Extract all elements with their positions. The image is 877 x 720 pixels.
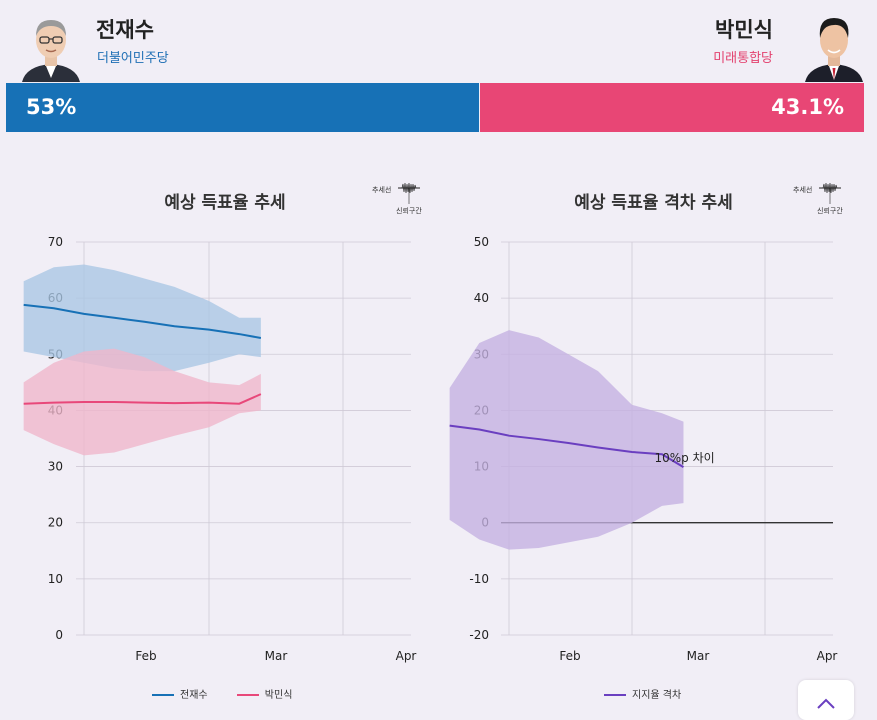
y-tick-label: 20 bbox=[48, 516, 63, 530]
candidate-right-party: 미래통합당 bbox=[713, 51, 773, 66]
candidate-right-photo bbox=[805, 18, 863, 82]
legend-swatch bbox=[604, 694, 626, 696]
vote-gap-trend-panel: -20-1001020304050FebMarApr10%p 차이 예상 득표율… bbox=[436, 170, 866, 711]
legend-item: 전재수 bbox=[152, 686, 208, 701]
series-line bbox=[23, 393, 262, 405]
interval-legend-label: 신뢰구간 bbox=[396, 207, 422, 215]
legend-swatch bbox=[152, 694, 174, 696]
confidence-band bbox=[23, 264, 261, 372]
scroll-to-top-button[interactable] bbox=[798, 680, 854, 720]
x-tick-label: Apr bbox=[817, 649, 838, 663]
y-tick-label: -10 bbox=[469, 572, 489, 586]
chevron-up-icon bbox=[817, 698, 835, 709]
candidate-left-share-bar: 53% bbox=[6, 83, 479, 132]
trend-legend-label: 추세선 bbox=[793, 186, 813, 194]
confidence-band bbox=[449, 330, 684, 550]
chart-legend: 전재수 박민식 bbox=[152, 686, 318, 701]
chart-title: 예상 득표율 추세 bbox=[164, 193, 286, 213]
legend-label: 지지율 격차 bbox=[632, 690, 682, 701]
legend-label: 박민식 bbox=[264, 690, 293, 701]
candidate-right-name: 박민식 bbox=[715, 18, 773, 42]
x-tick-label: Feb bbox=[559, 649, 580, 663]
legend-item: 박민식 bbox=[236, 686, 293, 701]
series-line bbox=[449, 424, 684, 468]
legend-label: 전재수 bbox=[180, 690, 208, 701]
trend-legend-label: 추세선 bbox=[372, 186, 392, 194]
vote-share-trend-panel: 010203040506070FebMarApr 예상 득표율 추세 추세선 신… bbox=[0, 170, 430, 711]
chart-title: 예상 득표율 격차 추세 bbox=[574, 193, 733, 213]
x-tick-label: Apr bbox=[396, 649, 417, 663]
y-tick-label: -20 bbox=[469, 628, 489, 642]
y-tick-label: 50 bbox=[474, 235, 489, 249]
candidate-left-party: 더불어민주당 bbox=[97, 51, 169, 66]
vote-gap-trend-chart: -20-1001020304050FebMarApr10%p 차이 bbox=[449, 235, 838, 663]
y-tick-label: 40 bbox=[474, 291, 489, 305]
y-tick-label: 30 bbox=[48, 460, 63, 474]
candidate-left-name: 전재수 bbox=[96, 18, 154, 42]
trend-interval-icon bbox=[819, 182, 841, 204]
chart-legend: 지지율 격차 bbox=[604, 686, 707, 701]
x-tick-label: Mar bbox=[265, 649, 288, 663]
y-tick-label: 70 bbox=[48, 235, 63, 249]
interval-legend-label: 신뢰구간 bbox=[817, 207, 843, 215]
x-tick-label: Feb bbox=[135, 649, 156, 663]
legend-swatch bbox=[236, 694, 259, 696]
y-tick-label: 0 bbox=[55, 628, 63, 642]
y-tick-label: 10 bbox=[48, 572, 63, 586]
x-tick-label: Mar bbox=[687, 649, 710, 663]
vote-share-trend-chart: 010203040506070FebMarApr bbox=[23, 235, 417, 663]
candidate-left-photo bbox=[22, 20, 80, 82]
gap-annotation: 10%p 차이 bbox=[654, 451, 714, 465]
legend-item: 지지율 격차 bbox=[604, 686, 681, 701]
trend-interval-icon bbox=[398, 182, 420, 204]
candidate-right-share-bar: 43.1% bbox=[480, 83, 864, 132]
series-line bbox=[23, 303, 262, 339]
